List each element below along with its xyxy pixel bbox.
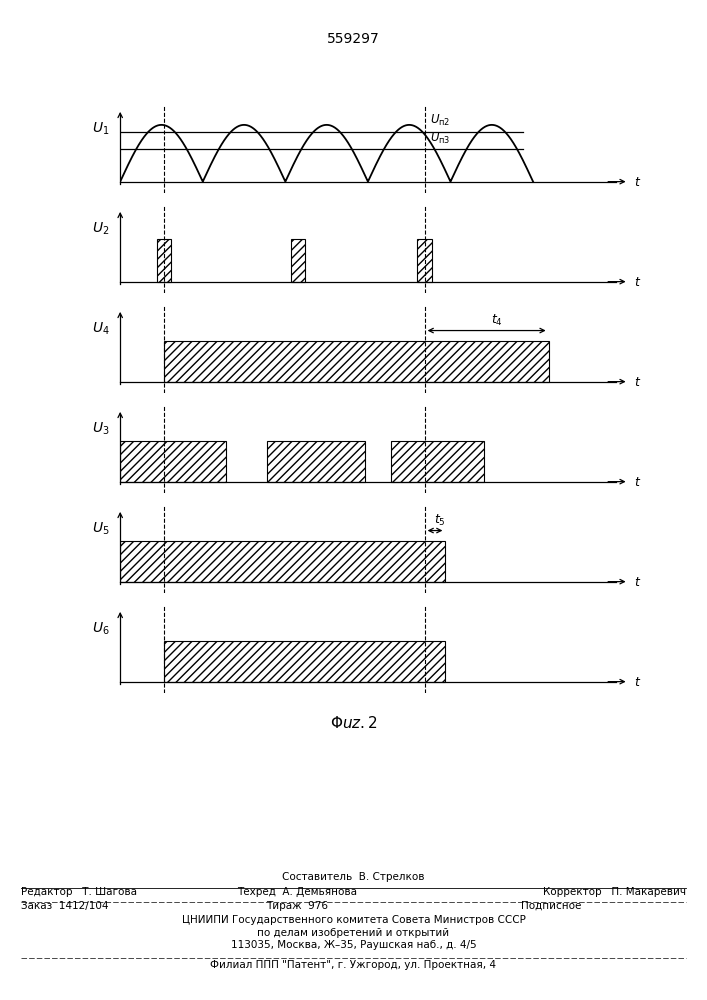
Text: 113035, Москва, Ж–35, Раушская наб., д. 4/5: 113035, Москва, Ж–35, Раушская наб., д. … <box>230 940 477 950</box>
Text: $t$: $t$ <box>633 276 641 289</box>
Bar <box>391 441 484 482</box>
Text: $U_{\text{п3}}$: $U_{\text{п3}}$ <box>430 131 450 146</box>
Bar <box>120 441 226 482</box>
Text: Тираж  976: Тираж 976 <box>266 901 328 911</box>
Text: Подписное: Подписное <box>521 901 582 911</box>
Text: $U_5$: $U_5$ <box>92 521 110 537</box>
Text: $t$: $t$ <box>633 576 641 589</box>
Bar <box>417 239 432 282</box>
Text: $U_1$: $U_1$ <box>92 121 110 137</box>
Text: $t$: $t$ <box>633 376 641 389</box>
Text: $U_2$: $U_2$ <box>92 221 110 237</box>
Text: Составитель  В. Стрелков: Составитель В. Стрелков <box>282 872 425 882</box>
Text: $\Phi u z. 2$: $\Phi u z. 2$ <box>329 715 378 731</box>
Bar <box>157 239 171 282</box>
Text: Корректор   П. Макаревич: Корректор П. Макаревич <box>543 887 686 897</box>
Text: $t$: $t$ <box>633 676 641 689</box>
Text: $t$: $t$ <box>633 176 641 189</box>
Text: $t_4$: $t_4$ <box>491 313 503 328</box>
Bar <box>164 641 445 682</box>
Text: $t_5$: $t_5$ <box>434 513 446 528</box>
Text: $U_6$: $U_6$ <box>92 621 110 637</box>
Text: Заказ  1412/104: Заказ 1412/104 <box>21 901 109 911</box>
Text: $U_4$: $U_4$ <box>92 321 110 337</box>
Bar <box>291 239 305 282</box>
Text: 559297: 559297 <box>327 32 380 46</box>
Text: $t$: $t$ <box>633 476 641 489</box>
Bar <box>267 441 366 482</box>
Bar <box>164 341 549 382</box>
Text: Редактор   Т. Шагова: Редактор Т. Шагова <box>21 887 137 897</box>
Text: ЦНИИПИ Государственного комитета Совета Министров СССР: ЦНИИПИ Государственного комитета Совета … <box>182 915 525 925</box>
Text: $U_3$: $U_3$ <box>92 421 110 437</box>
Bar <box>120 541 445 582</box>
Text: Филиал ППП "Патент", г. Ужгород, ул. Проектная, 4: Филиал ППП "Патент", г. Ужгород, ул. Про… <box>211 960 496 970</box>
Text: по делам изобретений и открытий: по делам изобретений и открытий <box>257 928 450 938</box>
Text: Техред  А. Демьянова: Техред А. Демьянова <box>237 887 357 897</box>
Text: $U_{\text{п2}}$: $U_{\text{п2}}$ <box>430 113 450 128</box>
